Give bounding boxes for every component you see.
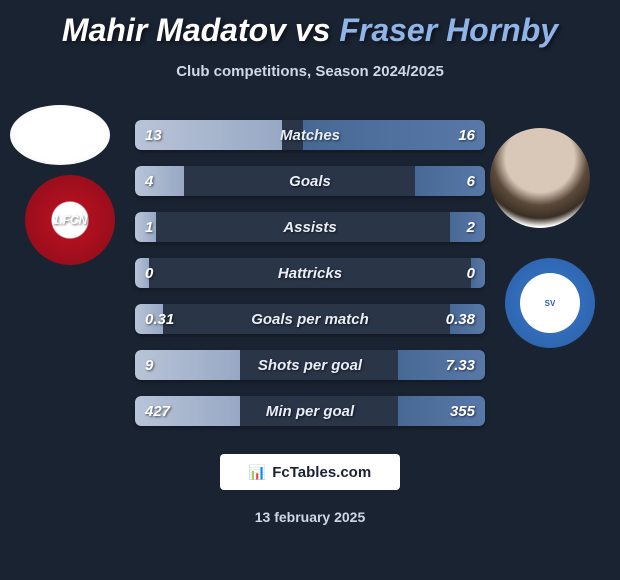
stat-row: 12Assists — [135, 212, 485, 242]
stat-row: 00Hattricks — [135, 258, 485, 288]
stat-label: Matches — [135, 120, 485, 150]
club-left-text: 1.FCN — [53, 213, 88, 227]
player1-club-badge: 1.FCN — [25, 175, 115, 265]
branding-badge: 📊 FcTables.com — [220, 454, 400, 490]
title-player2: Fraser Hornby — [339, 12, 558, 48]
chart-icon: 📊 — [249, 464, 266, 481]
stat-label: Shots per goal — [135, 350, 485, 380]
date-text: 13 february 2025 — [0, 509, 620, 525]
stat-label: Goals per match — [135, 304, 485, 334]
club-right-text: SV — [545, 299, 556, 308]
stat-row: 0.310.38Goals per match — [135, 304, 485, 334]
page-title: Mahir Madatov vs Fraser Hornby — [0, 0, 620, 49]
title-vs: vs — [295, 12, 331, 48]
stat-row: 97.33Shots per goal — [135, 350, 485, 380]
player2-avatar — [490, 128, 590, 228]
stat-row: 427355Min per goal — [135, 396, 485, 426]
stat-label: Min per goal — [135, 396, 485, 426]
stat-label: Hattricks — [135, 258, 485, 288]
stat-label: Goals — [135, 166, 485, 196]
stat-row: 1316Matches — [135, 120, 485, 150]
player1-avatar — [10, 105, 110, 165]
player2-club-badge: SV — [505, 258, 595, 348]
club-right-inner: SV — [520, 273, 580, 333]
stat-row: 46Goals — [135, 166, 485, 196]
branding-text: FcTables.com — [272, 464, 371, 481]
subtitle: Club competitions, Season 2024/2025 — [0, 63, 620, 80]
stat-label: Assists — [135, 212, 485, 242]
title-player1: Mahir Madatov — [62, 12, 286, 48]
stats-container: 1316Matches 46Goals 12Assists 00Hattricks 0.… — [135, 120, 485, 442]
